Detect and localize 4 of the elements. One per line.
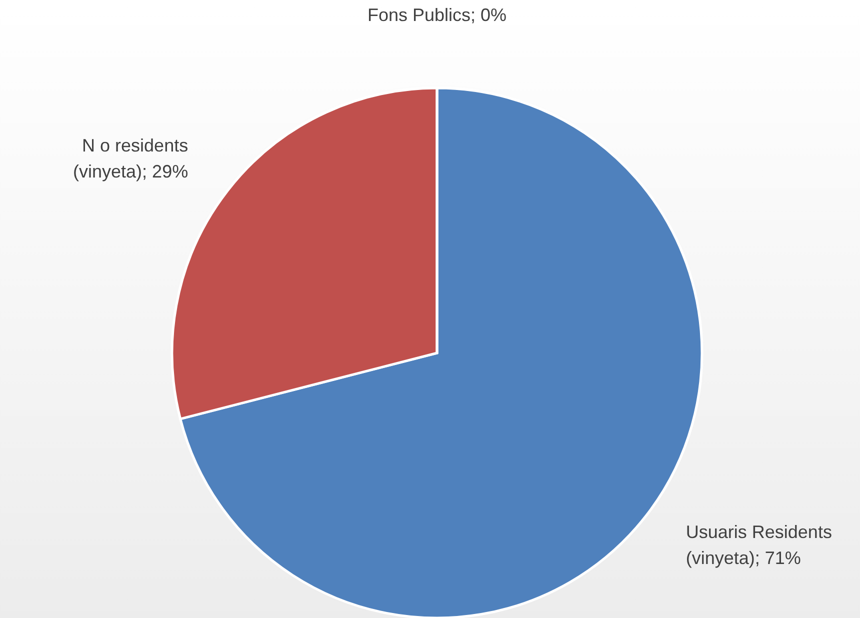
slice-label: Usuaris Residents (vinyeta); 71% xyxy=(686,522,832,568)
slice-label: N o residents (vinyeta); 29% xyxy=(73,136,188,182)
category-label: Fons Publics xyxy=(367,4,471,25)
text: ; 0% xyxy=(470,4,507,25)
